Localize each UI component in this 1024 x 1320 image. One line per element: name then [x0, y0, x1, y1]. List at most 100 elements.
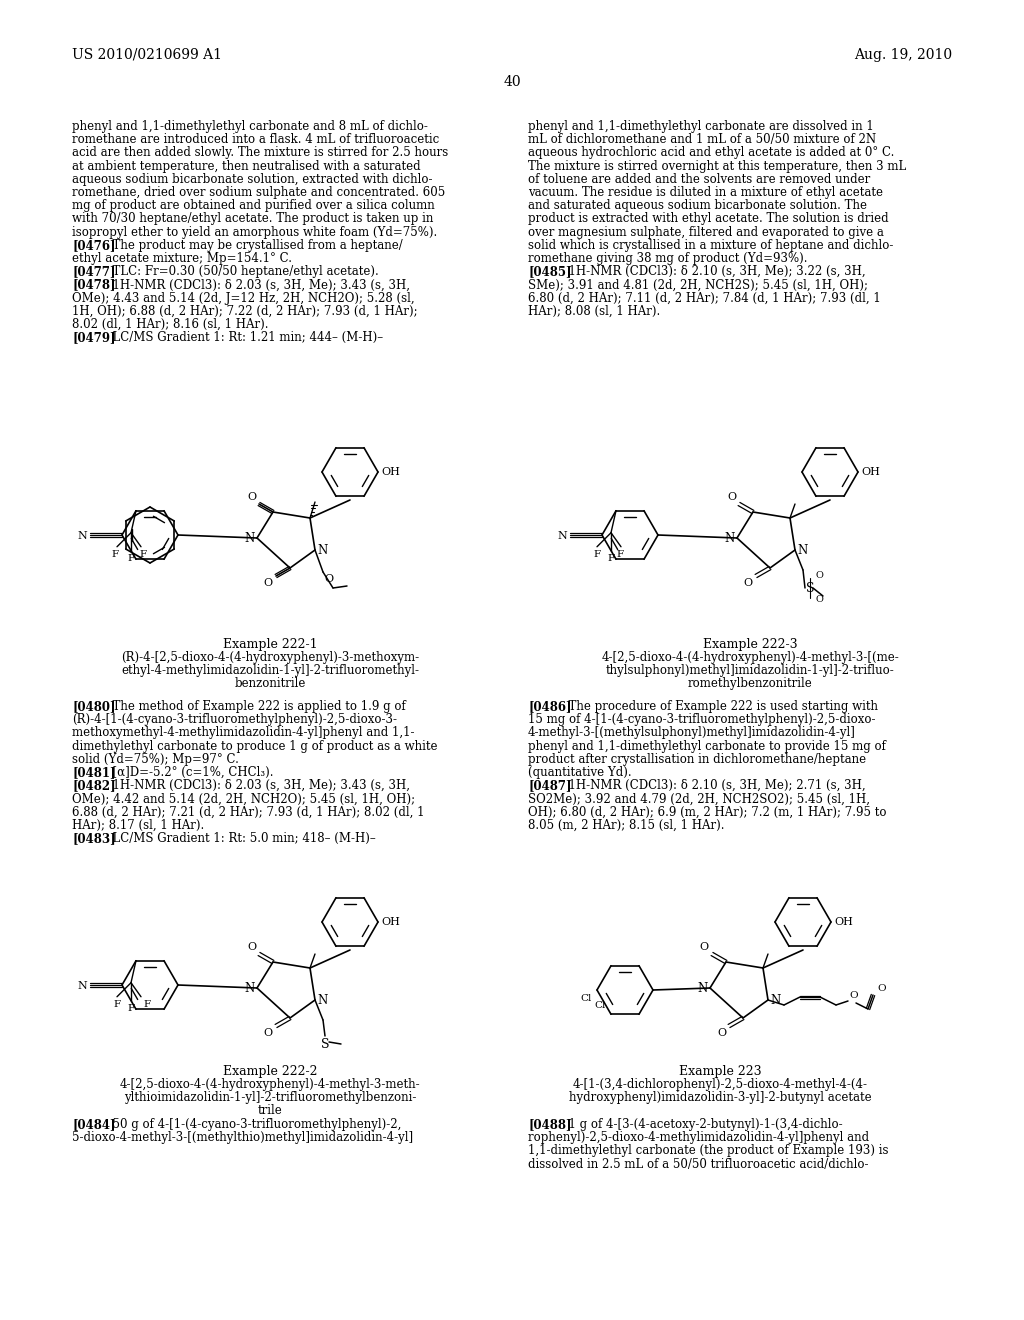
Text: O: O	[815, 595, 823, 605]
Text: phenyl and 1,1-dimethylethyl carbonate to provide 15 mg of: phenyl and 1,1-dimethylethyl carbonate t…	[528, 739, 886, 752]
Text: N: N	[245, 532, 255, 544]
Text: methoxymethyl-4-methylimidazolidin-4-yl]phenyl and 1,1-: methoxymethyl-4-methylimidazolidin-4-yl]…	[72, 726, 415, 739]
Text: phenyl and 1,1-dimethylethyl carbonate are dissolved in 1: phenyl and 1,1-dimethylethyl carbonate a…	[528, 120, 873, 133]
Text: 4-[2,5-dioxo-4-(4-hydroxyphenyl)-4-methyl-3-meth-: 4-[2,5-dioxo-4-(4-hydroxyphenyl)-4-methy…	[120, 1078, 420, 1092]
Text: [0480]: [0480]	[72, 700, 116, 713]
Text: 4-methyl-3-[(methylsulphonyl)methyl]imidazolidin-4-yl]: 4-methyl-3-[(methylsulphonyl)methyl]imid…	[528, 726, 856, 739]
Text: The procedure of Example 222 is used starting with: The procedure of Example 222 is used sta…	[561, 700, 879, 713]
Text: mL of dichloromethane and 1 mL of a 50/50 mixture of 2N: mL of dichloromethane and 1 mL of a 50/5…	[528, 133, 877, 147]
Text: romethylbenzonitrile: romethylbenzonitrile	[688, 677, 812, 690]
Text: N: N	[697, 982, 708, 994]
Text: Cl: Cl	[581, 994, 592, 1003]
Text: romethane, dried over sodium sulphate and concentrated. 605: romethane, dried over sodium sulphate an…	[72, 186, 445, 199]
Text: O: O	[699, 942, 709, 952]
Text: N: N	[797, 544, 807, 557]
Text: phenyl and 1,1-dimethylethyl carbonate and 8 mL of dichlo-: phenyl and 1,1-dimethylethyl carbonate a…	[72, 120, 428, 133]
Text: Example 222-1: Example 222-1	[222, 638, 317, 651]
Text: [0479]: [0479]	[72, 331, 116, 345]
Text: 15 mg of 4-[1-(4-cyano-3-trifluoromethylphenyl)-2,5-dioxo-: 15 mg of 4-[1-(4-cyano-3-trifluoromethyl…	[528, 713, 876, 726]
Text: solid which is crystallised in a mixture of heptane and dichlo-: solid which is crystallised in a mixture…	[528, 239, 893, 252]
Text: The product may be crystallised from a heptane/: The product may be crystallised from a h…	[105, 239, 403, 252]
Text: dissolved in 2.5 mL of a 50/50 trifluoroacetic acid/dichlo-: dissolved in 2.5 mL of a 50/50 trifluoro…	[528, 1158, 868, 1171]
Text: O: O	[264, 578, 273, 587]
Text: OH: OH	[861, 467, 880, 477]
Text: [0484]: [0484]	[72, 1118, 116, 1131]
Text: LC/MS Gradient 1: Rt: 1.21 min; 444– (M-H)–: LC/MS Gradient 1: Rt: 1.21 min; 444– (M-…	[105, 331, 383, 345]
Text: benzonitrile: benzonitrile	[234, 677, 306, 690]
Text: O: O	[247, 492, 256, 502]
Text: with 70/30 heptane/ethyl acetate. The product is taken up in: with 70/30 heptane/ethyl acetate. The pr…	[72, 213, 433, 226]
Text: 1H, OH); 6.88 (d, 2 HAr); 7.22 (d, 2 HAr); 7.93 (d, 1 HAr);: 1H, OH); 6.88 (d, 2 HAr); 7.22 (d, 2 HAr…	[72, 305, 418, 318]
Text: O: O	[815, 572, 823, 581]
Text: dimethylethyl carbonate to produce 1 g of product as a white: dimethylethyl carbonate to produce 1 g o…	[72, 739, 437, 752]
Text: product is extracted with ethyl acetate. The solution is dried: product is extracted with ethyl acetate.…	[528, 213, 889, 226]
Text: 1H-NMR (CDCl3): δ 2.03 (s, 3H, Me); 3.43 (s, 3H,: 1H-NMR (CDCl3): δ 2.03 (s, 3H, Me); 3.43…	[105, 279, 411, 292]
Text: O: O	[247, 942, 256, 952]
Text: 6.80 (d, 2 HAr); 7.11 (d, 2 HAr); 7.84 (d, 1 HAr); 7.93 (dl, 1: 6.80 (d, 2 HAr); 7.11 (d, 2 HAr); 7.84 (…	[528, 292, 881, 305]
Text: TLC: Fr=0.30 (50/50 heptane/ethyl acetate).: TLC: Fr=0.30 (50/50 heptane/ethyl acetat…	[105, 265, 379, 279]
Text: solid (Yd=75%); Mp=97° C.: solid (Yd=75%); Mp=97° C.	[72, 752, 239, 766]
Text: O: O	[324, 574, 333, 583]
Text: O: O	[264, 1028, 273, 1038]
Text: HAr); 8.08 (sl, 1 HAr).: HAr); 8.08 (sl, 1 HAr).	[528, 305, 660, 318]
Text: (quantitative Yd).: (quantitative Yd).	[528, 766, 632, 779]
Text: S: S	[806, 582, 814, 594]
Text: 1H-NMR (CDCl3): δ 2.03 (s, 3H, Me); 3.43 (s, 3H,: 1H-NMR (CDCl3): δ 2.03 (s, 3H, Me); 3.43…	[105, 779, 411, 792]
Text: ethyl acetate mixture; Mp=154.1° C.: ethyl acetate mixture; Mp=154.1° C.	[72, 252, 292, 265]
Text: isopropyl ether to yield an amorphous white foam (Yd=75%).: isopropyl ether to yield an amorphous wh…	[72, 226, 437, 239]
Text: vacuum. The residue is diluted in a mixture of ethyl acetate: vacuum. The residue is diluted in a mixt…	[528, 186, 883, 199]
Text: of toluene are added and the solvents are removed under: of toluene are added and the solvents ar…	[528, 173, 870, 186]
Text: aqueous hydrochloric acid and ethyl acetate is added at 0° C.: aqueous hydrochloric acid and ethyl acet…	[528, 147, 894, 160]
Text: [0477]: [0477]	[72, 265, 116, 279]
Text: O: O	[727, 492, 736, 502]
Text: OH); 6.80 (d, 2 HAr); 6.9 (m, 2 HAr); 7.2 (m, 1 HAr); 7.95 to: OH); 6.80 (d, 2 HAr); 6.9 (m, 2 HAr); 7.…	[528, 805, 887, 818]
Text: F: F	[607, 554, 614, 562]
Text: (R)-4-[2,5-dioxo-4-(4-hydroxyphenyl)-3-methoxym-: (R)-4-[2,5-dioxo-4-(4-hydroxyphenyl)-3-m…	[121, 651, 419, 664]
Text: (R)-4-[1-(4-cyano-3-trifluoromethylphenyl)-2,5-dioxo-3-: (R)-4-[1-(4-cyano-3-trifluoromethylpheny…	[72, 713, 397, 726]
Text: [0488]: [0488]	[528, 1118, 571, 1131]
Text: mg of product are obtained and purified over a silica column: mg of product are obtained and purified …	[72, 199, 435, 213]
Text: F: F	[127, 554, 134, 562]
Text: aqueous sodium bicarbonate solution, extracted with dichlo-: aqueous sodium bicarbonate solution, ext…	[72, 173, 432, 186]
Text: 50 g of 4-[1-(4-cyano-3-trifluoromethylphenyl)-2,: 50 g of 4-[1-(4-cyano-3-trifluoromethylp…	[105, 1118, 401, 1131]
Text: [0487]: [0487]	[528, 779, 571, 792]
Text: Aug. 19, 2010: Aug. 19, 2010	[854, 48, 952, 62]
Text: O: O	[743, 578, 753, 587]
Text: 1,1-dimethylethyl carbonate (the product of Example 193) is: 1,1-dimethylethyl carbonate (the product…	[528, 1144, 889, 1158]
Text: F: F	[139, 549, 146, 558]
Text: F: F	[616, 549, 624, 558]
Text: [0478]: [0478]	[72, 279, 116, 292]
Text: over magnesium sulphate, filtered and evaporated to give a: over magnesium sulphate, filtered and ev…	[528, 226, 884, 239]
Text: hydroxyphenyl)imidazolidin-3-yl]-2-butynyl acetate: hydroxyphenyl)imidazolidin-3-yl]-2-butyn…	[568, 1092, 871, 1104]
Text: N: N	[725, 532, 735, 544]
Text: F: F	[127, 1003, 134, 1012]
Text: The mixture is stirred overnight at this temperature, then 3 mL: The mixture is stirred overnight at this…	[528, 160, 906, 173]
Text: thylsulphonyl)methyl]imidazolidin-1-yl]-2-trifluo-: thylsulphonyl)methyl]imidazolidin-1-yl]-…	[605, 664, 894, 677]
Text: 1H-NMR (CDCl3): δ 2.10 (s, 3H, Me); 2.71 (s, 3H,: 1H-NMR (CDCl3): δ 2.10 (s, 3H, Me); 2.71…	[561, 779, 866, 792]
Text: O: O	[877, 983, 886, 993]
Text: [0481]: [0481]	[72, 766, 116, 779]
Text: 8.05 (m, 2 HAr); 8.15 (sl, 1 HAr).: 8.05 (m, 2 HAr); 8.15 (sl, 1 HAr).	[528, 818, 725, 832]
Text: 6.88 (d, 2 HAr); 7.21 (d, 2 HAr); 7.93 (d, 1 HAr); 8.02 (dl, 1: 6.88 (d, 2 HAr); 7.21 (d, 2 HAr); 7.93 (…	[72, 805, 425, 818]
Text: OMe); 4.42 and 5.14 (2d, 2H, NCH2O); 5.45 (sl, 1H, OH);: OMe); 4.42 and 5.14 (2d, 2H, NCH2O); 5.4…	[72, 792, 415, 805]
Text: 1 g of 4-[3-(4-acetoxy-2-butynyl)-1-(3,4-dichlo-: 1 g of 4-[3-(4-acetoxy-2-butynyl)-1-(3,4…	[561, 1118, 843, 1131]
Text: [0485]: [0485]	[528, 265, 571, 279]
Text: N: N	[770, 994, 780, 1006]
Text: LC/MS Gradient 1: Rt: 5.0 min; 418– (M-H)–: LC/MS Gradient 1: Rt: 5.0 min; 418– (M-H…	[105, 832, 376, 845]
Text: trile: trile	[258, 1104, 283, 1117]
Text: 1H-NMR (CDCl3): δ 2.10 (s, 3H, Me); 3.22 (s, 3H,: 1H-NMR (CDCl3): δ 2.10 (s, 3H, Me); 3.22…	[561, 265, 866, 279]
Text: N: N	[245, 982, 255, 994]
Text: product after crystallisation in dichloromethane/heptane: product after crystallisation in dichlor…	[528, 752, 866, 766]
Text: [0483]: [0483]	[72, 832, 116, 845]
Text: rophenyl)-2,5-dioxo-4-methylimidazolidin-4-yl]phenyl and: rophenyl)-2,5-dioxo-4-methylimidazolidin…	[528, 1131, 869, 1144]
Text: The method of Example 222 is applied to 1.9 g of: The method of Example 222 is applied to …	[105, 700, 407, 713]
Text: HAr); 8.17 (sl, 1 HAr).: HAr); 8.17 (sl, 1 HAr).	[72, 818, 204, 832]
Text: [0476]: [0476]	[72, 239, 116, 252]
Text: ylthioimidazolidin-1-yl]-2-trifluoromethylbenzoni-: ylthioimidazolidin-1-yl]-2-trifluorometh…	[124, 1092, 416, 1104]
Text: romethane are introduced into a flask. 4 mL of trifluoroacetic: romethane are introduced into a flask. 4…	[72, 133, 439, 147]
Text: 5-dioxo-4-methyl-3-[(methylthio)methyl]imidazolidin-4-yl]: 5-dioxo-4-methyl-3-[(methylthio)methyl]i…	[72, 1131, 413, 1144]
Text: OMe); 4.43 and 5.14 (2d, J=12 Hz, 2H, NCH2O); 5.28 (sl,: OMe); 4.43 and 5.14 (2d, J=12 Hz, 2H, NC…	[72, 292, 415, 305]
Text: F: F	[112, 549, 119, 558]
Text: 40: 40	[503, 75, 521, 88]
Text: [0482]: [0482]	[72, 779, 116, 792]
